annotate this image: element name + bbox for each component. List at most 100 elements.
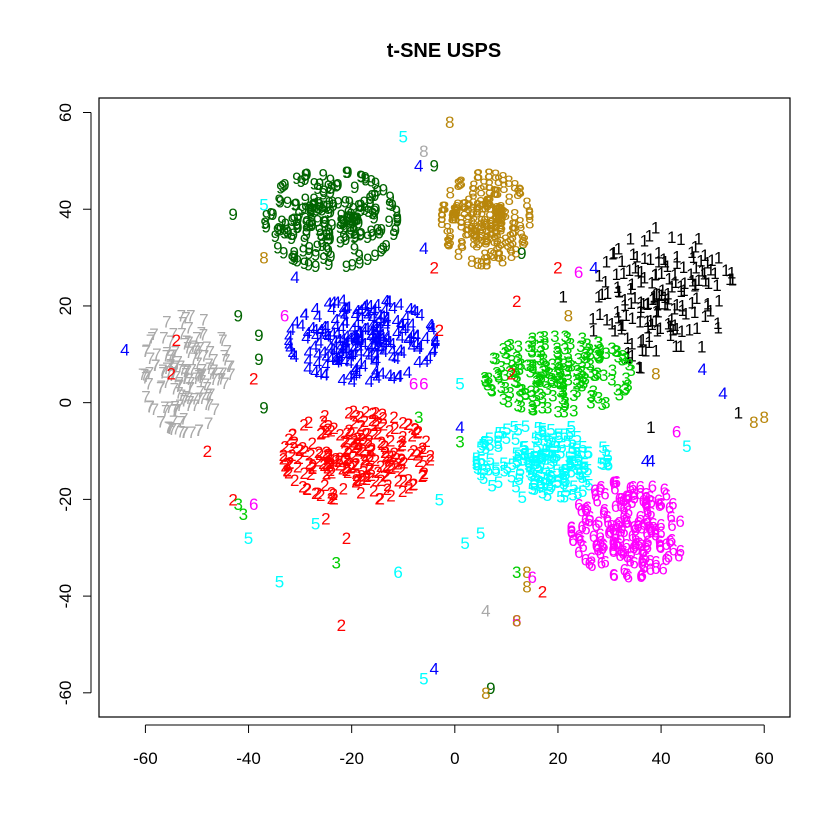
point-digit-7: 7 <box>165 398 174 417</box>
point-digit-6: 6 <box>577 518 586 537</box>
point-digit-4: 4 <box>403 363 412 382</box>
point-digit-9: 9 <box>315 196 324 215</box>
point-digit-2: 2 <box>321 423 330 442</box>
point-digit-2: 2 <box>288 425 297 444</box>
outlier-digit-4: 4 <box>419 239 428 258</box>
point-digit-2: 2 <box>414 422 423 441</box>
point-digit-6: 6 <box>574 543 583 562</box>
point-digit-3: 3 <box>558 389 567 408</box>
point-digit-1: 1 <box>635 358 644 377</box>
point-digit-1: 1 <box>618 316 627 335</box>
outlier-digit-5: 5 <box>682 437 691 456</box>
point-digit-3: 3 <box>563 371 572 390</box>
point-digit-8: 8 <box>469 224 478 243</box>
point-digit-6: 6 <box>612 515 621 534</box>
point-digit-9: 9 <box>274 220 283 239</box>
point-digit-9: 9 <box>339 227 348 246</box>
point-digit-7: 7 <box>162 312 171 331</box>
point-digit-2: 2 <box>304 413 313 432</box>
point-digit-9: 9 <box>352 210 361 229</box>
point-digit-9: 9 <box>392 210 401 229</box>
point-digit-9: 9 <box>319 197 328 216</box>
point-digit-2: 2 <box>364 459 373 478</box>
point-digit-3: 3 <box>576 337 585 356</box>
point-digit-3: 3 <box>536 337 545 356</box>
point-digit-7: 7 <box>178 314 187 333</box>
point-digit-8: 8 <box>496 218 505 237</box>
point-digit-3: 3 <box>511 360 520 379</box>
point-digit-7: 7 <box>183 362 192 381</box>
point-digit-9: 9 <box>324 255 333 274</box>
point-digit-3: 3 <box>538 362 547 381</box>
point-digit-2: 2 <box>357 429 366 448</box>
outlier-digit-6: 6 <box>393 563 402 582</box>
point-digit-6: 6 <box>622 487 631 506</box>
point-digit-8: 8 <box>525 205 534 224</box>
point-digit-1: 1 <box>725 270 734 289</box>
point-digit-1: 1 <box>703 297 712 316</box>
point-digit-9: 9 <box>305 198 314 217</box>
point-digit-5: 5 <box>568 439 577 458</box>
point-digit-6: 6 <box>624 568 633 587</box>
point-digit-9: 9 <box>324 229 333 248</box>
point-digit-7: 7 <box>200 347 209 366</box>
point-digit-8: 8 <box>520 232 529 251</box>
point-digit-9: 9 <box>385 195 394 214</box>
point-digit-9: 9 <box>279 244 288 263</box>
point-digit-7: 7 <box>160 398 169 417</box>
point-digit-2: 2 <box>392 450 401 469</box>
point-digit-9: 9 <box>290 195 299 214</box>
point-digit-4: 4 <box>372 350 381 369</box>
point-digit-6: 6 <box>634 513 643 532</box>
point-digit-4: 4 <box>301 329 310 348</box>
point-digit-2: 2 <box>322 464 331 483</box>
point-digit-4: 4 <box>330 341 339 360</box>
point-digit-8: 8 <box>491 206 500 225</box>
point-digit-4: 4 <box>388 341 397 360</box>
point-digit-2: 2 <box>361 402 370 421</box>
point-digit-9: 9 <box>392 208 401 227</box>
point-digit-6: 6 <box>627 493 636 512</box>
point-digit-2: 2 <box>375 489 384 508</box>
point-digit-5: 5 <box>573 451 582 470</box>
point-digit-7: 7 <box>184 396 193 415</box>
point-digit-3: 3 <box>527 342 536 361</box>
point-digit-4: 4 <box>351 329 360 348</box>
point-digit-3: 3 <box>497 378 506 397</box>
point-digit-4: 4 <box>382 310 391 329</box>
point-digit-8: 8 <box>489 246 498 265</box>
point-digit-7: 7 <box>192 369 201 388</box>
point-digit-8: 8 <box>491 202 500 221</box>
point-digit-1: 1 <box>621 306 630 325</box>
point-digit-2: 2 <box>342 450 351 469</box>
point-digit-5: 5 <box>472 449 481 468</box>
point-digit-5: 5 <box>534 431 543 450</box>
point-digit-3: 3 <box>572 382 581 401</box>
point-digit-3: 3 <box>513 397 522 416</box>
point-digit-5: 5 <box>538 420 547 439</box>
point-digit-1: 1 <box>597 285 606 304</box>
point-digit-6: 6 <box>593 541 602 560</box>
point-digit-2: 2 <box>411 420 420 439</box>
point-digit-4: 4 <box>372 368 381 387</box>
point-digit-4: 4 <box>366 327 375 346</box>
point-digit-6: 6 <box>662 486 671 505</box>
point-digit-2: 2 <box>376 457 385 476</box>
point-digit-2: 2 <box>369 482 378 501</box>
point-digit-3: 3 <box>527 398 536 417</box>
point-digit-3: 3 <box>536 351 545 370</box>
point-digit-4: 4 <box>339 299 348 318</box>
point-digit-5: 5 <box>548 447 557 466</box>
point-digit-3: 3 <box>517 380 526 399</box>
point-digit-9: 9 <box>344 208 353 227</box>
point-digit-7: 7 <box>175 374 184 393</box>
point-digit-4: 4 <box>311 299 320 318</box>
point-digit-9: 9 <box>345 193 354 212</box>
point-digit-9: 9 <box>283 223 292 242</box>
point-digit-5: 5 <box>550 448 559 467</box>
point-digit-1: 1 <box>677 296 686 315</box>
point-digit-4: 4 <box>354 338 363 357</box>
point-digit-7: 7 <box>156 412 165 431</box>
point-digit-5: 5 <box>512 444 521 463</box>
point-digit-6: 6 <box>650 520 659 539</box>
